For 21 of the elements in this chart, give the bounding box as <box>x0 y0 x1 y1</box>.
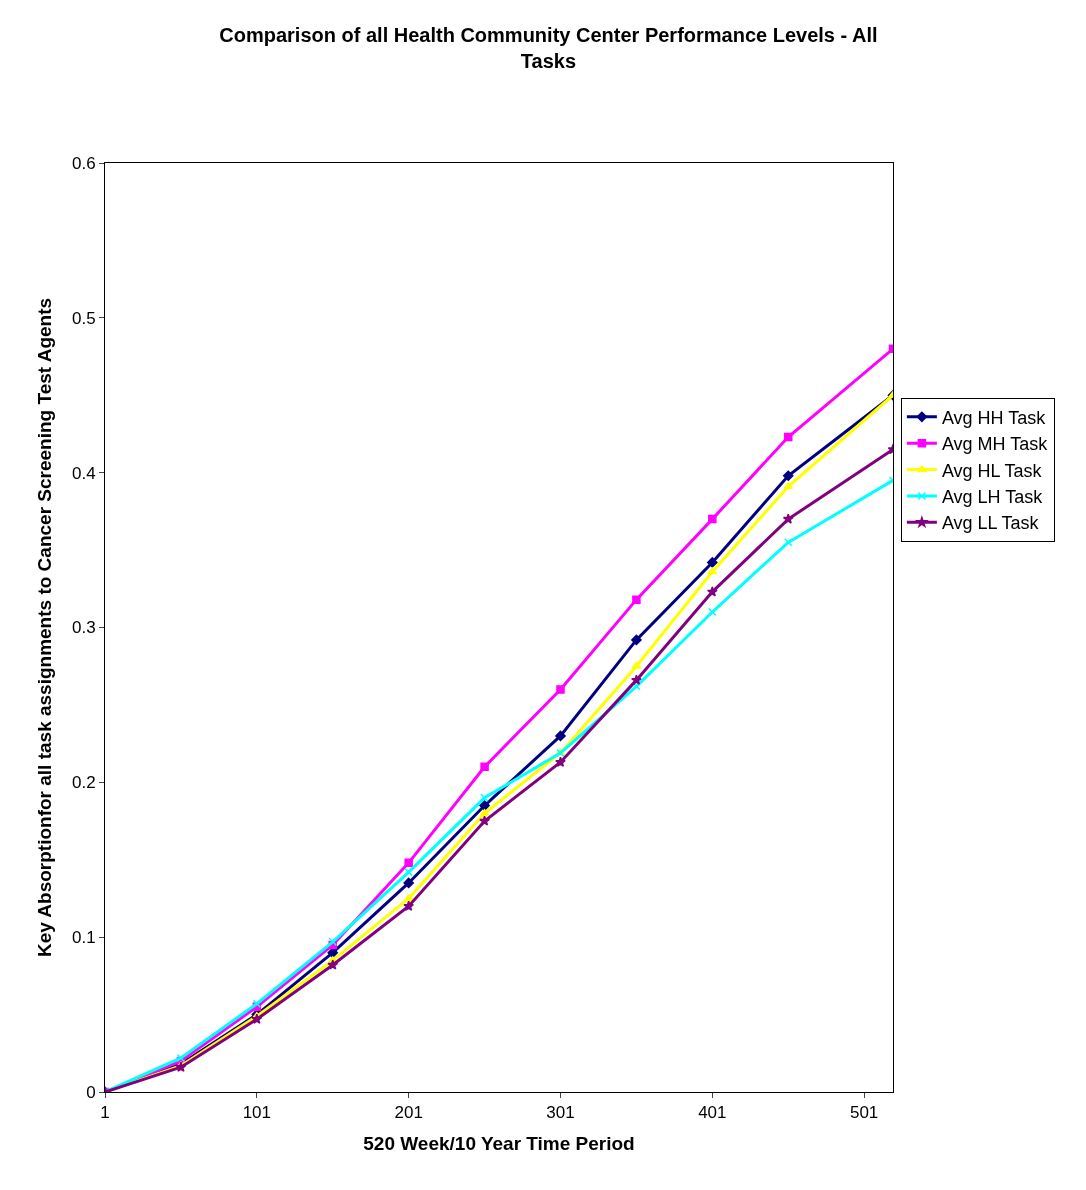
y-tick-label: 0 <box>86 1082 96 1102</box>
y-tick-label: 0.6 <box>71 153 96 173</box>
y-tick-label: 0.3 <box>71 618 96 638</box>
y-tick-label: 0.4 <box>71 463 96 483</box>
x-tick-label: 501 <box>849 1103 879 1123</box>
legend-label: Avg HH Task <box>941 407 1047 428</box>
x-axis-title: 520 Week/10 Year Time Period <box>363 1133 635 1155</box>
y-axis-title: Key Absorptionfor all task assignments to Cancer Screening Test Agents <box>33 297 55 958</box>
y-tick-label: 0.5 <box>71 308 96 328</box>
x-tick-label: 101 <box>242 1103 272 1123</box>
x-tick-label: 201 <box>394 1103 423 1123</box>
chart-title: Comparison of all Health Community Center Performance Levels - All Tasks <box>219 23 878 72</box>
legend-label: Avg MH Task <box>941 434 1049 455</box>
x-tick-label: 301 <box>546 1103 575 1123</box>
legend-label: Avg LL Task <box>941 513 1040 534</box>
legend-label: Avg LH Task <box>941 486 1044 507</box>
x-tick-label: 1 <box>100 1103 110 1123</box>
y-tick-label: 0.1 <box>71 928 96 948</box>
x-tick-label: 401 <box>698 1103 727 1123</box>
legend-label: Avg HL Task <box>941 460 1043 481</box>
y-tick-label: 0.2 <box>71 773 96 793</box>
